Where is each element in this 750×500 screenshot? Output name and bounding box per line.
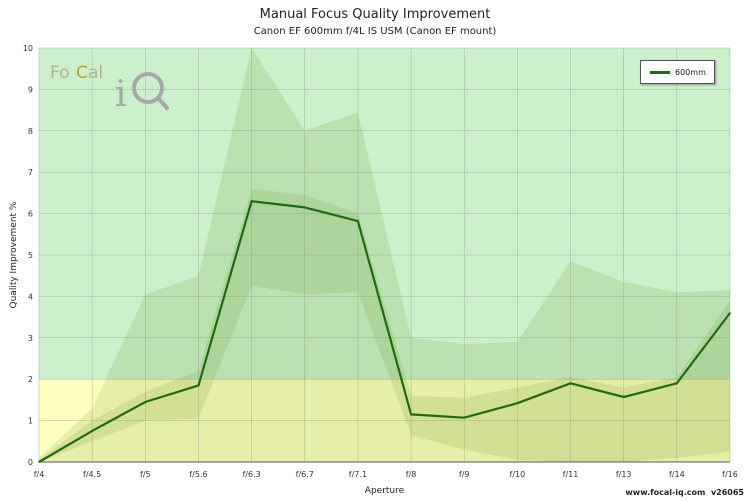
data-point <box>303 206 306 209</box>
data-point <box>729 312 731 314</box>
chart-subtitle: Canon EF 600mm f/4L IS USM (Canon EF mou… <box>253 26 497 37</box>
x-tick-label: f/16 <box>722 470 738 479</box>
x-tick-label: f/5.6 <box>189 470 207 479</box>
legend-label: 600mm <box>675 67 706 77</box>
data-point <box>197 384 200 387</box>
data-point <box>91 430 93 432</box>
data-point <box>144 401 147 403</box>
logo-text-al: al <box>88 63 103 83</box>
x-tick-label: f/4.5 <box>83 470 101 479</box>
y-tick-label: 4 <box>28 292 33 301</box>
data-point <box>463 416 466 419</box>
x-tick-label: f/10 <box>510 470 526 479</box>
logo-text-c: C <box>76 63 88 83</box>
x-tick-label: f/7.1 <box>349 470 367 479</box>
y-tick-label: 1 <box>28 417 33 426</box>
data-point <box>38 461 40 463</box>
footer-version: v26065 <box>710 488 744 497</box>
x-axis-title: Aperture <box>365 486 405 496</box>
x-tick-label: f/11 <box>563 470 579 479</box>
data-point <box>250 200 253 202</box>
y-tick-label: 9 <box>28 85 33 94</box>
data-point <box>410 413 412 416</box>
legend-swatch <box>650 70 670 74</box>
x-tick-label: f/14 <box>669 470 685 479</box>
chart-title: Manual Focus Quality Improvement <box>259 7 491 22</box>
y-tick-label: 10 <box>23 44 33 53</box>
x-tick-label: f/8 <box>406 470 417 479</box>
footer-credit: www.focal-iq.com v26065 <box>625 488 744 497</box>
y-tick-label: 6 <box>28 210 33 219</box>
data-point <box>676 382 678 385</box>
series-line-600mm <box>38 200 731 463</box>
confidence-band-inner <box>39 188 730 463</box>
footer-site: www.focal-iq.com <box>625 488 706 497</box>
y-tick-label: 5 <box>28 251 33 260</box>
legend: 600mm <box>640 60 715 84</box>
y-tick-label: 0 <box>28 458 33 467</box>
data-point <box>357 220 359 222</box>
logo-text-fo: Fo <box>50 63 70 83</box>
data-point <box>622 396 625 398</box>
logo-text-i: i <box>115 74 127 115</box>
y-tick-label: 7 <box>28 168 33 177</box>
data-point <box>516 402 519 405</box>
y-tick-label: 2 <box>28 375 33 384</box>
data-point <box>569 382 572 385</box>
y-axis-title: Quality Improvement % <box>9 201 19 308</box>
x-tick-label: f/4 <box>34 470 45 479</box>
y-tick-label: 8 <box>28 127 33 136</box>
y-tick-label: 3 <box>28 334 33 343</box>
x-tick-label: f/6.7 <box>296 470 314 479</box>
x-tick-label: f/6.3 <box>242 470 260 479</box>
focal-iq-logo: Fo C al i <box>50 60 175 119</box>
x-tick-label: f/9 <box>459 470 470 479</box>
x-tick-label: f/5 <box>140 470 151 479</box>
x-tick-label: f/13 <box>616 470 632 479</box>
